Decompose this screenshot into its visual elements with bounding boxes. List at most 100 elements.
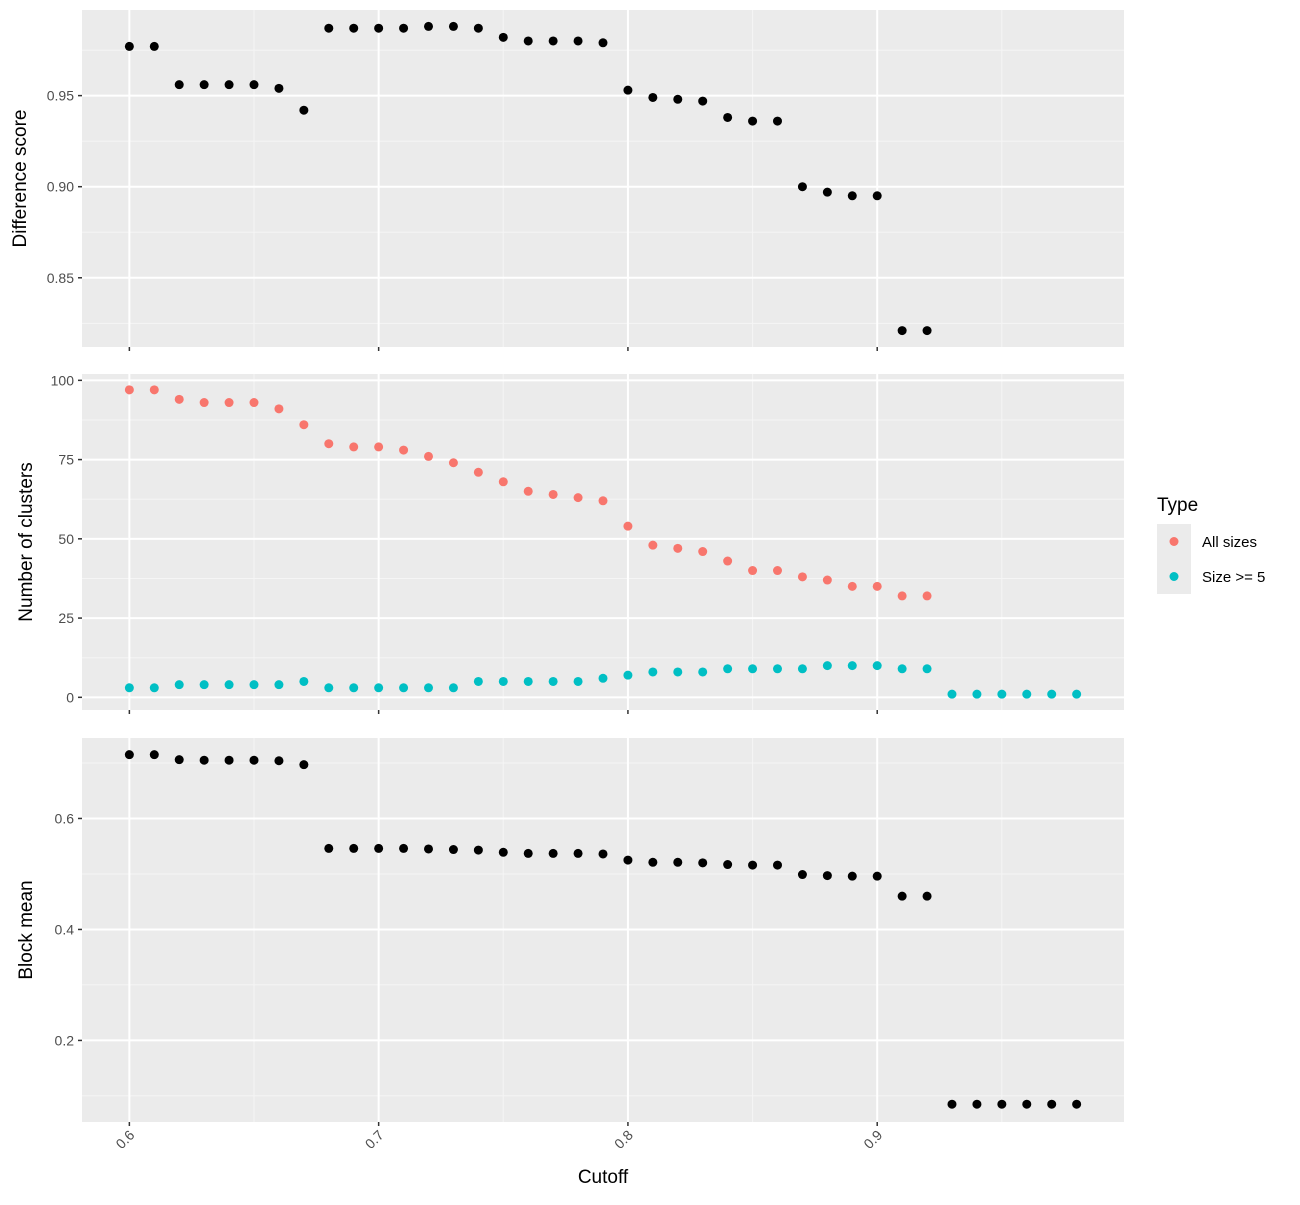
data-point (274, 404, 284, 414)
data-point (648, 540, 658, 550)
data-point (748, 860, 758, 870)
data-point (174, 755, 184, 765)
data-point (598, 849, 608, 859)
data-point (673, 667, 683, 677)
data-point (598, 496, 608, 506)
data-point (698, 547, 708, 557)
data-point (424, 844, 434, 854)
data-point (424, 21, 434, 31)
data-point (548, 489, 558, 499)
data-point (1047, 689, 1057, 699)
data-point (748, 664, 758, 674)
legend-marker (1169, 572, 1179, 581)
data-point (149, 385, 159, 395)
data-point (573, 36, 583, 46)
data-point (473, 23, 483, 33)
data-point (623, 521, 633, 531)
data-point (972, 689, 982, 699)
data-point (124, 750, 134, 760)
y-tick-label: 0 (66, 689, 74, 705)
data-point (399, 683, 409, 693)
data-point (498, 847, 508, 857)
data-point (598, 673, 608, 683)
data-point (374, 23, 384, 33)
data-point (324, 683, 334, 693)
y-tick-label: 0.95 (47, 88, 74, 104)
data-point (349, 23, 359, 33)
data-point (872, 871, 882, 881)
data-point (698, 858, 708, 868)
data-point (249, 680, 259, 690)
data-point (224, 680, 234, 690)
data-point (847, 661, 857, 671)
data-point (174, 394, 184, 404)
data-point (349, 683, 359, 693)
data-point (274, 680, 284, 690)
data-point (374, 442, 384, 452)
y-tick-label: 100 (51, 372, 75, 388)
data-point (399, 23, 409, 33)
data-point (523, 676, 533, 686)
data-point (1022, 689, 1032, 699)
panel-background (82, 10, 1124, 347)
data-point (797, 870, 807, 880)
data-point (523, 36, 533, 46)
data-point (947, 1099, 957, 1109)
y-tick-label: 0.4 (55, 921, 75, 937)
data-point (623, 85, 633, 95)
data-point (448, 845, 458, 855)
data-point (648, 92, 658, 102)
data-point (349, 442, 359, 452)
data-point (1072, 1099, 1082, 1109)
data-point (573, 676, 583, 686)
data-point (897, 591, 907, 601)
data-point (822, 661, 832, 671)
data-point (698, 96, 708, 106)
data-point (673, 94, 683, 104)
data-point (748, 116, 758, 126)
data-point (648, 667, 658, 677)
data-point (199, 80, 209, 90)
data-point (249, 755, 259, 765)
data-point (149, 41, 159, 51)
x-tick-label: 0.8 (611, 1127, 636, 1152)
y-axis-title: Difference score (10, 110, 31, 248)
x-tick-label: 0.7 (362, 1127, 387, 1152)
data-point (797, 182, 807, 192)
y-tick-label: 25 (58, 610, 74, 626)
data-point (124, 41, 134, 51)
data-point (772, 860, 782, 870)
data-point (723, 556, 733, 566)
x-tick-label: 0.9 (860, 1127, 885, 1152)
data-point (448, 683, 458, 693)
data-point (424, 683, 434, 693)
data-point (847, 871, 857, 881)
data-point (723, 860, 733, 870)
data-point (199, 755, 209, 765)
data-point (324, 439, 334, 449)
y-tick-label: 0.90 (47, 179, 74, 195)
data-point (972, 1099, 982, 1109)
data-point (174, 680, 184, 690)
data-point (797, 664, 807, 674)
data-point (299, 105, 309, 115)
data-point (573, 848, 583, 858)
data-point (897, 326, 907, 336)
y-tick-label: 50 (58, 531, 74, 547)
data-point (922, 326, 932, 336)
data-point (997, 689, 1007, 699)
data-point (872, 661, 882, 671)
data-point (149, 683, 159, 693)
data-point (374, 843, 384, 853)
data-point (199, 398, 209, 408)
data-point (473, 676, 483, 686)
data-point (922, 891, 932, 901)
data-point (199, 680, 209, 690)
data-point (997, 1099, 1007, 1109)
data-point (723, 112, 733, 122)
data-point (149, 750, 159, 760)
data-point (224, 398, 234, 408)
y-tick-label: 0.6 (55, 810, 75, 826)
data-point (274, 83, 284, 93)
